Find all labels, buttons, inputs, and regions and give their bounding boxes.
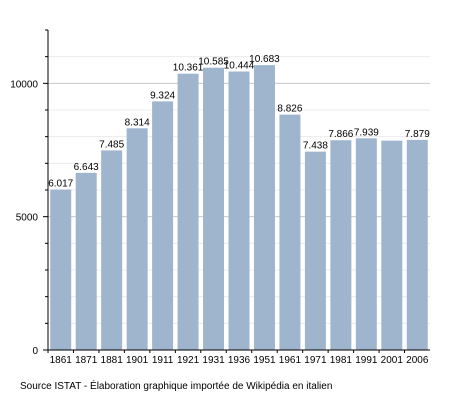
bar-1936 bbox=[228, 71, 250, 350]
bar-value-label: 6.643 bbox=[74, 162, 99, 173]
bar-value-label: 9.324 bbox=[150, 90, 175, 101]
x-tick-label: 1936 bbox=[228, 355, 251, 366]
bar-value-label: 7.939 bbox=[354, 127, 379, 138]
bar-value-label: 10.585 bbox=[198, 57, 229, 68]
bar-2001 bbox=[381, 140, 403, 350]
y-tick-label: 10000 bbox=[10, 79, 38, 90]
bar-value-label: 7.485 bbox=[99, 139, 124, 150]
bar-value-label: 10.361 bbox=[173, 63, 204, 74]
bar-1901 bbox=[126, 128, 148, 350]
bar-value-label: 7.438 bbox=[303, 141, 328, 152]
bar-1971 bbox=[304, 151, 326, 350]
x-tick-label: 1961 bbox=[279, 355, 302, 366]
bar-1981 bbox=[330, 140, 352, 350]
bar-value-label: 10.683 bbox=[249, 54, 280, 65]
bar-1861 bbox=[50, 189, 72, 350]
y-tick-label: 0 bbox=[32, 346, 38, 357]
y-tick-label: 5000 bbox=[16, 213, 39, 224]
bar-value-label: 6.017 bbox=[48, 179, 73, 190]
bar-1931 bbox=[203, 67, 225, 350]
x-tick-label: 2006 bbox=[406, 355, 429, 366]
x-tick-label: 2001 bbox=[381, 355, 404, 366]
x-tick-label: 1991 bbox=[355, 355, 378, 366]
x-tick-label: 1911 bbox=[152, 355, 174, 366]
bar-1871 bbox=[75, 172, 97, 350]
bar-1881 bbox=[101, 150, 123, 350]
bar-value-label: 7.866 bbox=[328, 129, 353, 140]
bar-1911 bbox=[152, 101, 174, 350]
bar-1921 bbox=[177, 73, 199, 350]
x-tick-label: 1981 bbox=[330, 355, 353, 366]
x-tick-label: 1881 bbox=[101, 355, 124, 366]
bar-1991 bbox=[355, 138, 377, 350]
bar-2006 bbox=[406, 139, 428, 350]
x-tick-label: 1901 bbox=[126, 355, 149, 366]
bar-value-label: 10.444 bbox=[224, 60, 255, 71]
bar-1961 bbox=[279, 114, 301, 350]
x-tick-label: 1951 bbox=[253, 355, 276, 366]
bar-value-label: 8.314 bbox=[125, 117, 150, 128]
bar-value-label: 7.879 bbox=[405, 129, 430, 140]
source-note: Source ISTAT - Élaboration graphique imp… bbox=[20, 381, 333, 392]
x-tick-label: 1861 bbox=[50, 355, 73, 366]
x-tick-label: 1971 bbox=[304, 355, 327, 366]
bar-value-label: 8.826 bbox=[277, 104, 302, 115]
x-tick-label: 1921 bbox=[177, 355, 200, 366]
bar-1951 bbox=[253, 65, 275, 351]
x-tick-label: 1931 bbox=[202, 355, 225, 366]
x-tick-label: 1871 bbox=[75, 355, 98, 366]
